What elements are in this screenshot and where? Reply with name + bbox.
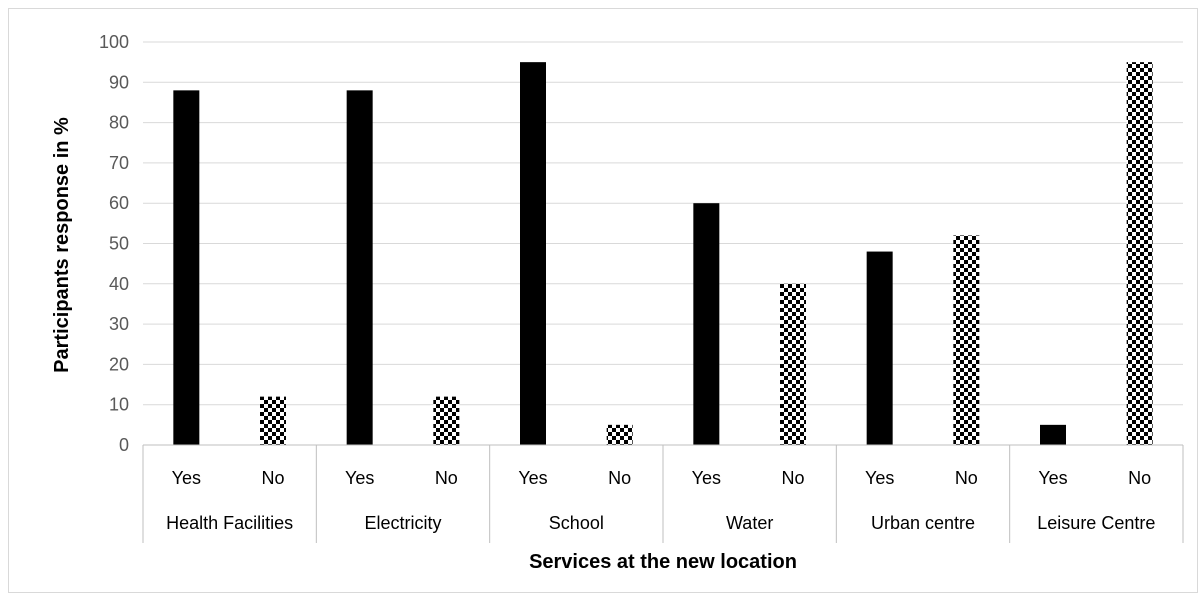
bar-yes-1 xyxy=(346,90,373,446)
category-label: No xyxy=(781,468,804,488)
bar-yes-4 xyxy=(866,251,893,445)
y-tick-label: 30 xyxy=(109,314,129,334)
bar-yes-0 xyxy=(173,90,200,446)
bar-no-5 xyxy=(1126,62,1153,446)
bar-no-1 xyxy=(433,396,460,445)
bar-yes-5 xyxy=(1040,424,1066,445)
category-label: No xyxy=(1128,468,1151,488)
y-tick-label: 60 xyxy=(109,193,129,213)
labels: 0 10 20 30 40 50 60 70 80 90 100 Yes No Health Facili… xyxy=(99,32,1155,533)
group-label: Water xyxy=(726,513,773,533)
group-label: School xyxy=(549,513,604,533)
category-label: Yes xyxy=(1038,468,1067,488)
y-tick-label: 40 xyxy=(109,274,129,294)
bar-no-3 xyxy=(780,283,806,445)
category-label: No xyxy=(261,468,284,488)
y-tick-label: 10 xyxy=(109,395,129,415)
y-tick-label: 100 xyxy=(99,32,129,52)
y-tick-label: 90 xyxy=(109,72,129,92)
category-label: Yes xyxy=(865,468,894,488)
bar-no-4 xyxy=(953,235,980,445)
y-tick-label: 0 xyxy=(119,435,129,455)
x-axis-title: Services at the new location xyxy=(529,551,797,573)
y-tick-label: 50 xyxy=(109,234,129,254)
y-tick-label: 20 xyxy=(109,354,129,374)
y-tick-label: 80 xyxy=(109,113,129,133)
category-label: No xyxy=(608,468,631,488)
category-label: Yes xyxy=(692,468,721,488)
bar-yes-3 xyxy=(693,203,720,445)
chart-frame xyxy=(8,8,1198,593)
bar-no-0 xyxy=(260,396,286,445)
y-axis-title: Participants response in % xyxy=(51,117,73,373)
group-label: Health Facilities xyxy=(166,513,293,533)
bars xyxy=(173,62,1153,446)
group-label: Leisure Centre xyxy=(1037,513,1155,533)
category-label: Yes xyxy=(518,468,547,488)
category-label: No xyxy=(955,468,978,488)
category-label: Yes xyxy=(172,468,201,488)
group-label: Urban centre xyxy=(871,513,975,533)
category-label: No xyxy=(435,468,458,488)
axes xyxy=(142,444,1184,543)
group-label: Electricity xyxy=(364,513,441,533)
gridlines xyxy=(143,41,1183,406)
category-label: Yes xyxy=(345,468,374,488)
bar-no-2 xyxy=(606,424,633,445)
y-tick-label: 70 xyxy=(109,153,129,173)
bar-yes-2 xyxy=(520,62,546,446)
